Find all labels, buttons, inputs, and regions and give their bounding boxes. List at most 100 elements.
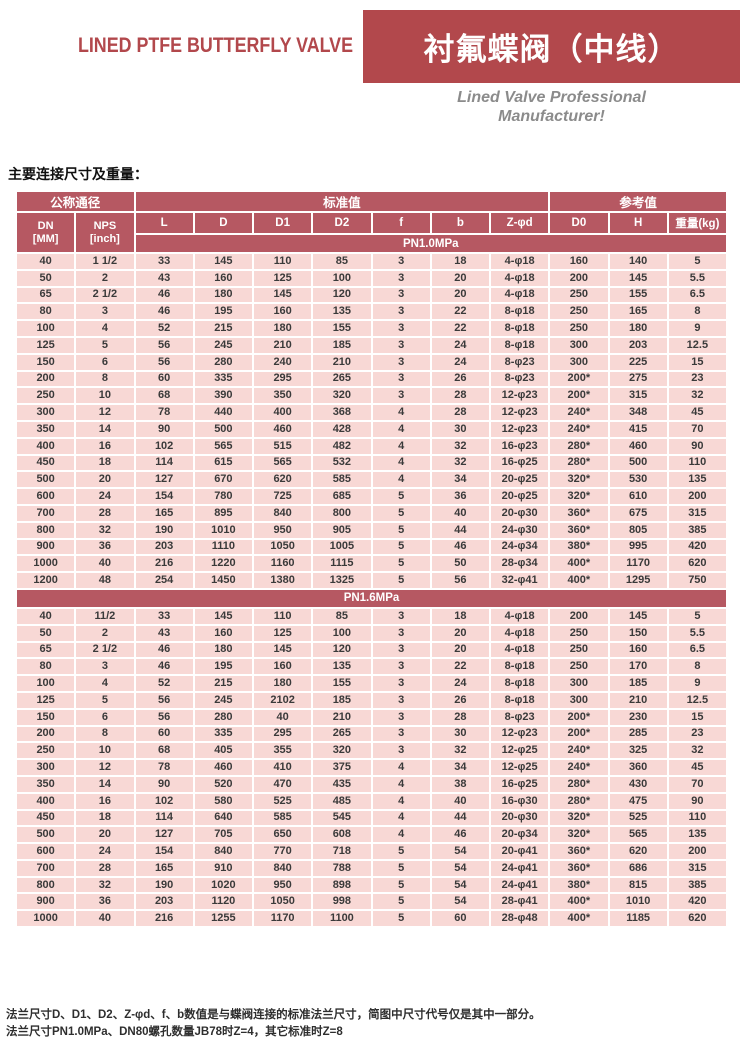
cell: 8-φ23 xyxy=(488,369,551,389)
cell: 52 xyxy=(133,674,195,693)
cell: 170 xyxy=(607,657,669,677)
cell: 180 xyxy=(607,319,669,338)
cell: 718 xyxy=(311,842,373,861)
cell: 5 xyxy=(370,554,432,574)
cell: 300 xyxy=(548,335,610,355)
cell: 200* xyxy=(548,724,610,744)
table-row: 125 5 56 245 210 185 3 24 8-φ18 300 203 12.5 xyxy=(14,335,729,355)
cell: 160 xyxy=(192,268,255,288)
cell: 5 xyxy=(370,892,432,912)
table-row: 1200 48 254 1450 1380 1325 5 56 32-φ41 400* 1295 75… xyxy=(14,571,729,590)
cell: 8-φ23 xyxy=(488,707,551,727)
cell: 12.5 xyxy=(666,690,729,710)
cell: 9 xyxy=(666,674,729,693)
table-row: 40 11/2 33 145 110 85 3 18 4-φ18 200 145 5 xyxy=(14,606,729,626)
cell: 32 xyxy=(429,436,492,456)
cell: 350 xyxy=(14,419,77,439)
cell: 380* xyxy=(548,875,610,895)
cell: 210 xyxy=(251,335,314,355)
group-header-row: 公称通径 标准值 参考值 xyxy=(15,190,728,213)
cell: 160 xyxy=(251,302,314,322)
cell: 245 xyxy=(192,335,255,355)
cell: 216 xyxy=(133,909,195,929)
table-row: 350 14 90 500 460 428 4 30 12-φ23 240* 415 70 xyxy=(14,419,729,439)
cell: 210 xyxy=(311,352,373,372)
cell: 840 xyxy=(251,858,314,878)
table-row: 450 18 114 640 585 545 4 44 20-φ30 320* 525 110 xyxy=(14,808,729,828)
cell: 10 xyxy=(74,386,136,406)
cell: 400* xyxy=(548,554,610,574)
cell: 420 xyxy=(666,892,729,912)
cell: 46 xyxy=(133,657,195,677)
cell: 38 xyxy=(429,774,492,794)
cell: 40 xyxy=(74,554,136,574)
col-header-D: D xyxy=(192,211,255,235)
table-row: 400 16 102 565 515 482 4 32 16-φ23 280* 460 90 xyxy=(14,436,729,456)
cell: 110 xyxy=(666,808,729,828)
cell: 15 xyxy=(666,352,729,372)
cell: 6.5 xyxy=(666,285,729,305)
cell: 800 xyxy=(14,520,77,540)
cell: 400* xyxy=(548,571,610,590)
cell: 5.5 xyxy=(666,623,729,643)
cell: 265 xyxy=(311,369,373,389)
cell: 430 xyxy=(607,774,669,794)
cell: 9 xyxy=(666,319,729,338)
cell: 44 xyxy=(429,520,492,540)
cell: 400 xyxy=(14,791,77,811)
pn10-band-row: PN1.0MPa xyxy=(16,233,728,254)
cell: 40 xyxy=(429,791,492,811)
cell: 24-φ30 xyxy=(488,520,551,540)
cell: 250 xyxy=(548,285,610,305)
cell: 435 xyxy=(311,774,373,794)
cell: 14 xyxy=(74,419,136,439)
cell: 460 xyxy=(192,758,255,777)
cell: 195 xyxy=(192,302,255,322)
cell: 600 xyxy=(14,842,77,861)
spec-table-container: 公称通径 标准值 参考值 DN [MM] NPS [inch] L D D1 D2 … xyxy=(14,190,729,929)
cell: 85 xyxy=(311,606,373,626)
cell: 1200 xyxy=(14,571,77,590)
cell: 2 xyxy=(74,268,136,288)
cell: 102 xyxy=(133,791,195,811)
cell: 390 xyxy=(192,386,255,406)
cell: 525 xyxy=(607,808,669,828)
cell: 300 xyxy=(548,352,610,372)
cell: 1020 xyxy=(192,875,255,895)
cell: 895 xyxy=(192,503,255,523)
cell: 600 xyxy=(14,487,77,506)
cell: 3 xyxy=(370,319,432,338)
cell: 3 xyxy=(370,657,432,677)
col-header-L: L xyxy=(133,211,195,235)
cell: 608 xyxy=(311,825,373,845)
cell: 56 xyxy=(133,707,195,727)
cell: 50 xyxy=(14,268,77,288)
cell: 650 xyxy=(251,825,314,845)
page-title-english: LINED PTFE BUTTERFLY VALVE xyxy=(77,34,353,57)
table-row: 250 10 68 390 350 320 3 28 12-φ23 200* 315 32 xyxy=(14,386,729,406)
cell: 225 xyxy=(607,352,669,372)
cell: 60 xyxy=(133,724,195,744)
cell: 46 xyxy=(133,302,195,322)
cell: 275 xyxy=(607,369,669,389)
cell: 360* xyxy=(548,842,610,861)
cell: 500 xyxy=(14,470,77,490)
cell: 5 xyxy=(370,842,432,861)
cell: 24 xyxy=(429,352,492,372)
cell: 20 xyxy=(429,285,492,305)
cell: 127 xyxy=(133,825,195,845)
cell: 585 xyxy=(311,470,373,490)
cell: 482 xyxy=(311,436,373,456)
cell: 30 xyxy=(429,724,492,744)
cell: 1010 xyxy=(607,892,669,912)
cell: 300 xyxy=(548,674,610,693)
cell: 22 xyxy=(429,657,492,677)
cell: 26 xyxy=(429,369,492,389)
cell: 110 xyxy=(251,252,314,271)
cell: 770 xyxy=(251,842,314,861)
cell: 348 xyxy=(607,403,669,422)
cell: 135 xyxy=(666,470,729,490)
cell: 125 xyxy=(251,268,314,288)
col-header-D1: D1 xyxy=(251,211,314,235)
cell: 16-φ30 xyxy=(488,791,551,811)
